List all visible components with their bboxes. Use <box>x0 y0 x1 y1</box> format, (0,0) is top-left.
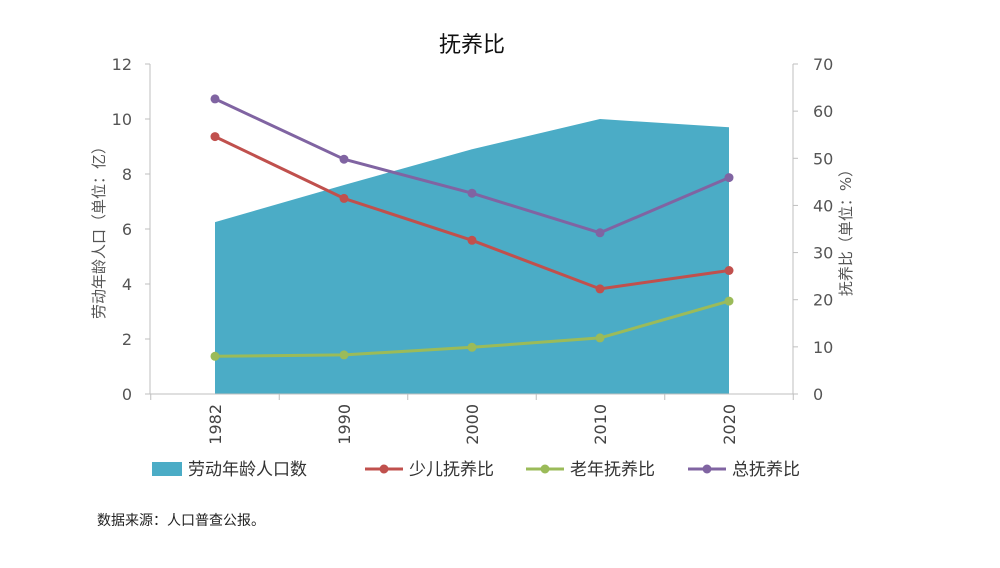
child-dependency-point <box>467 235 477 245</box>
left-tick-label: 6 <box>122 220 132 239</box>
x-tick-label: 2020 <box>720 404 739 445</box>
right-tick-label: 30 <box>813 244 833 263</box>
elderly-dependency-point <box>210 351 220 361</box>
legend-swatch-area <box>152 462 182 476</box>
total-dependency-point <box>595 228 605 238</box>
total-dependency-point <box>339 154 349 164</box>
right-tick-label: 20 <box>813 291 833 310</box>
left-tick-label: 12 <box>112 55 132 74</box>
legend-label: 总抚养比 <box>732 460 800 480</box>
source-note: 数据来源：人口普查公报。 <box>97 513 265 529</box>
elderly-dependency-point <box>595 333 605 343</box>
x-tick-label: 1982 <box>206 404 225 445</box>
left-axis-title: 劳动年龄人口（单位：亿） <box>90 139 108 319</box>
right-tick-label: 60 <box>813 102 833 121</box>
left-tick-label: 0 <box>122 385 132 404</box>
total-dependency-point <box>724 173 734 183</box>
chart-title: 抚养比 <box>439 33 505 58</box>
legend-marker-elderly-dependency <box>540 464 550 474</box>
child-dependency-point <box>339 193 349 203</box>
legend-label: 老年抚养比 <box>570 460 655 480</box>
area-labor-population <box>215 119 729 394</box>
child-dependency-point <box>210 132 220 142</box>
child-dependency-point <box>595 284 605 294</box>
left-tick-label: 4 <box>122 275 132 294</box>
left-tick-label: 2 <box>122 330 132 349</box>
plot-layer: 0 2 4 6 8 10 12 0 10 20 30 40 50 60 70 1982 1990 2000 2010… <box>90 55 855 480</box>
right-tick-label: 10 <box>813 338 833 357</box>
elderly-dependency-point <box>724 296 734 306</box>
total-dependency-point <box>210 94 220 104</box>
left-tick-label: 8 <box>122 165 132 184</box>
right-tick-label: 70 <box>813 55 833 74</box>
x-tick-label: 2010 <box>591 404 610 445</box>
legend-marker-child-dependency <box>379 464 389 474</box>
legend-label: 劳动年龄人口数 <box>188 460 307 480</box>
left-tick-label: 10 <box>112 110 132 129</box>
right-tick-label: 0 <box>813 385 823 404</box>
x-tick-label: 1990 <box>335 404 354 445</box>
total-dependency-point <box>467 188 477 198</box>
child-dependency-point <box>724 266 734 275</box>
right-tick-label: 40 <box>813 196 833 215</box>
elderly-dependency-point <box>467 342 477 352</box>
elderly-dependency-point <box>339 350 349 360</box>
right-axis-title: 抚养比（单位：%） <box>837 162 855 296</box>
legend-marker-total-dependency <box>702 464 712 474</box>
x-tick-label: 2000 <box>463 404 482 445</box>
right-tick-label: 50 <box>813 149 833 168</box>
legend-label: 少儿抚养比 <box>409 460 494 480</box>
